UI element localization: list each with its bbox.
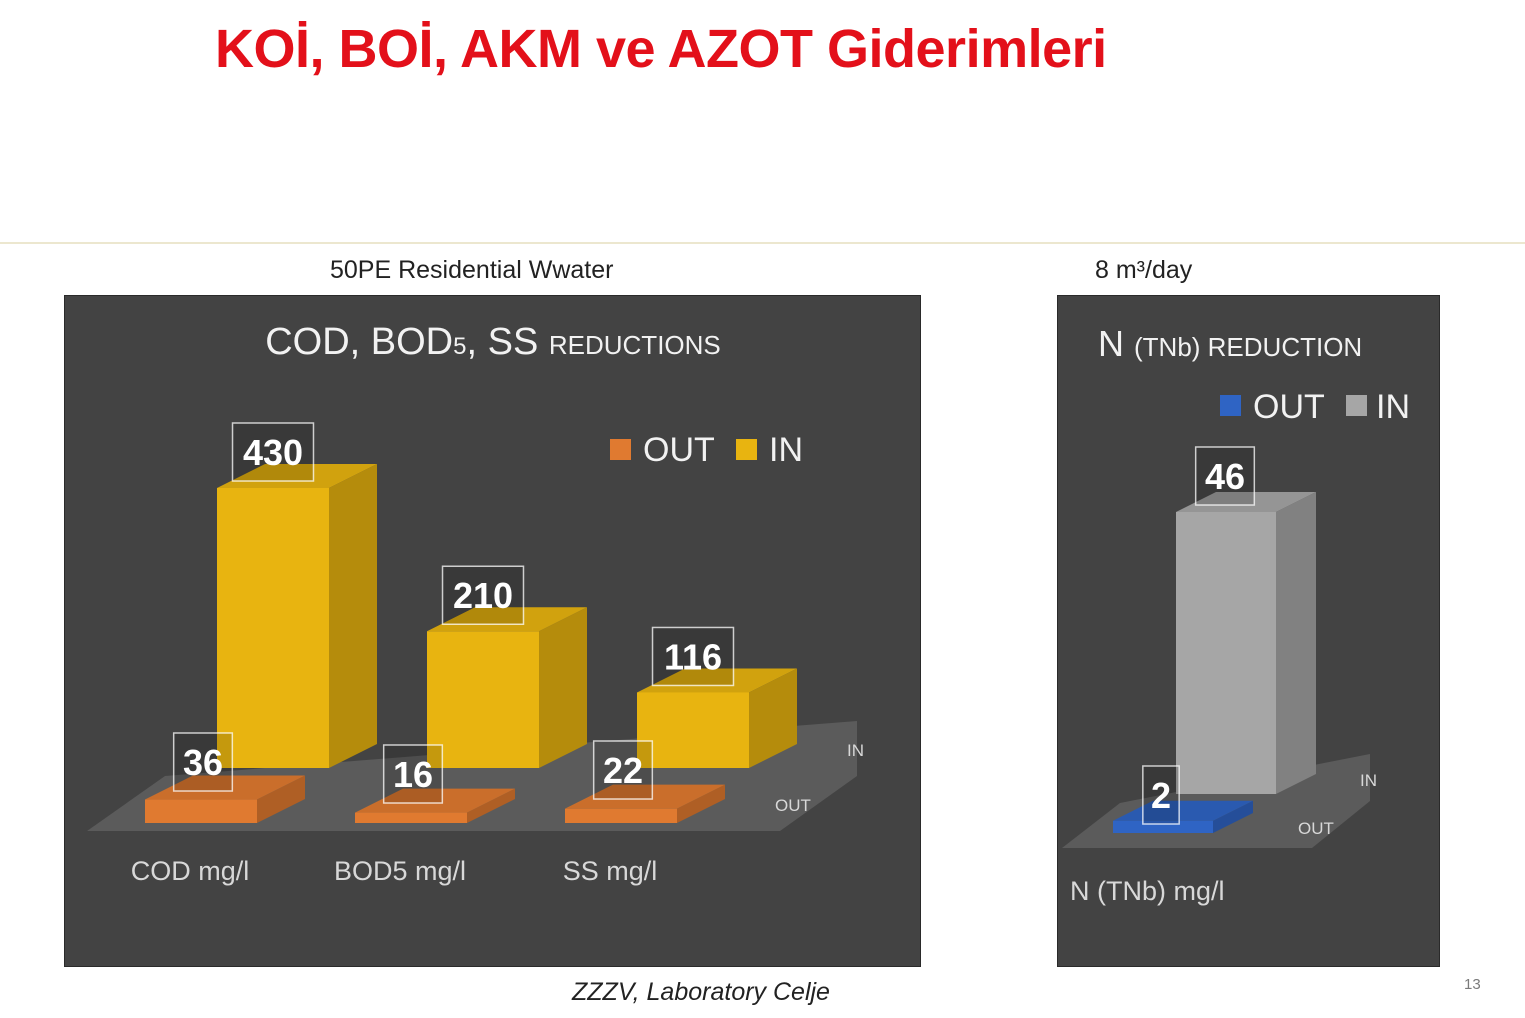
legend-label-out: OUT xyxy=(1253,388,1325,426)
bar-out-bod5-top xyxy=(355,788,515,813)
cod-bod-ss-chart-panel: COD, BOD5, SS REDUCTIONS OUT IN 430 210 11… xyxy=(64,295,921,967)
chart-title: N (TNb) REDUCTION xyxy=(1098,323,1362,364)
depth-label-out: OUT xyxy=(1298,819,1334,838)
data-label-in-cod: 430 xyxy=(231,422,315,482)
bar-out-cod-top xyxy=(145,775,305,800)
bar-in-ss-side xyxy=(749,668,797,768)
data-label-out-bod5: 16 xyxy=(382,744,444,804)
depth-label-in: IN xyxy=(847,741,864,760)
data-label-out-ss: 22 xyxy=(592,740,654,800)
bar-out-cod-front xyxy=(145,799,257,823)
data-label-in-ss: 116 xyxy=(651,626,735,687)
bar-in-ss xyxy=(637,668,797,768)
bar-in-cod xyxy=(217,464,377,768)
nitrogen-chart-panel: N (TNb) REDUCTION OUT IN 46 2 IN OUT N (T… xyxy=(1057,295,1440,967)
header-divider xyxy=(0,242,1525,244)
svg-text:116: 116 xyxy=(664,636,722,677)
bar-in-n-side xyxy=(1276,492,1316,794)
chart-legend: OUT IN xyxy=(1220,388,1410,426)
cod-bod-ss-chart: COD, BOD5, SS REDUCTIONS OUT IN 430 210 11… xyxy=(87,321,864,886)
bar-out-n-top xyxy=(1113,800,1253,821)
bar-in-bod5-front xyxy=(427,631,539,768)
svg-text:2: 2 xyxy=(1151,775,1171,816)
depth-label-out: OUT xyxy=(775,796,811,815)
bar-out-n-side xyxy=(1213,800,1253,833)
bar-in-cod-side xyxy=(329,464,377,768)
subtitle-right: 8 m³/day xyxy=(1095,256,1193,284)
bar-in-n-top xyxy=(1176,492,1316,512)
subtitle-left: 50PE Residential Wwater xyxy=(330,256,614,284)
legend-swatch-out xyxy=(610,439,631,460)
bar-out-bod5-side xyxy=(467,788,515,823)
depth-label-in: IN xyxy=(1360,771,1377,790)
bar-in-ss-front xyxy=(637,692,749,768)
bar-in-n-front xyxy=(1176,512,1276,794)
slide-title: KOİ, BOİ, AKM ve AZOT Giderimleri xyxy=(215,19,1107,79)
bar-out-bod5-front xyxy=(355,812,467,823)
legend-label-in: IN xyxy=(1376,388,1410,426)
bar-out-ss-side xyxy=(677,784,725,823)
bar-in-cod-top xyxy=(217,464,377,488)
data-label-in-bod5: 210 xyxy=(441,565,525,626)
svg-text:36: 36 xyxy=(183,742,223,783)
svg-text:430: 430 xyxy=(243,432,303,473)
page-number: 13 xyxy=(1464,976,1481,993)
data-label-out-n: 2 xyxy=(1142,765,1180,825)
svg-text:22: 22 xyxy=(603,750,643,791)
bar-in-n xyxy=(1176,492,1316,794)
legend-label-out: OUT xyxy=(643,431,715,469)
data-label-out-cod: 36 xyxy=(172,732,234,792)
bar-in-bod5 xyxy=(427,607,587,768)
svg-text:46: 46 xyxy=(1205,456,1245,497)
bar-out-cod xyxy=(145,775,305,823)
legend-swatch-in xyxy=(1346,395,1367,416)
chart-title: COD, BOD5, SS REDUCTIONS xyxy=(265,321,721,363)
bar-out-n xyxy=(1113,800,1253,833)
source-caption: ZZZV, Laboratory Celje xyxy=(572,978,830,1006)
bar-out-ss-top xyxy=(565,784,725,809)
category-label-bod5: BOD5 mg/l xyxy=(334,856,466,886)
category-label-ss: SS mg/l xyxy=(563,856,658,886)
svg-text:210: 210 xyxy=(453,575,513,616)
bar-in-cod-front xyxy=(217,488,329,768)
legend-label-in: IN xyxy=(769,431,803,469)
bar-out-n-front xyxy=(1113,820,1213,833)
bar-out-ss xyxy=(565,784,725,823)
bar-in-bod5-top xyxy=(427,607,587,632)
bar-out-bod5 xyxy=(355,788,515,823)
chart-legend: OUT IN xyxy=(610,431,803,469)
data-label-in-n: 46 xyxy=(1194,446,1256,506)
bar-in-bod5-side xyxy=(539,607,587,768)
bar-in-ss-top xyxy=(637,668,797,693)
legend-swatch-out xyxy=(1220,395,1241,416)
legend-swatch-in xyxy=(736,439,757,460)
category-label-cod: COD mg/l xyxy=(131,856,250,886)
bar-out-ss-front xyxy=(565,808,677,823)
svg-text:16: 16 xyxy=(393,754,433,795)
category-label-n: N (TNb) mg/l xyxy=(1070,876,1225,906)
nitrogen-chart: N (TNb) REDUCTION OUT IN 46 2 IN OUT N (T… xyxy=(1062,323,1410,906)
bar-out-cod-side xyxy=(257,775,305,823)
